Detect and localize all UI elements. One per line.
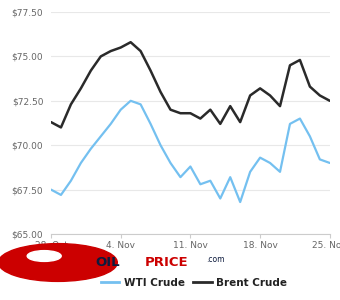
Circle shape	[0, 244, 117, 281]
Text: PRICE: PRICE	[144, 256, 188, 269]
Text: OIL: OIL	[95, 256, 120, 269]
Legend: WTI Crude, Brent Crude: WTI Crude, Brent Crude	[97, 274, 291, 292]
Circle shape	[27, 250, 61, 261]
Text: .com: .com	[206, 255, 224, 264]
